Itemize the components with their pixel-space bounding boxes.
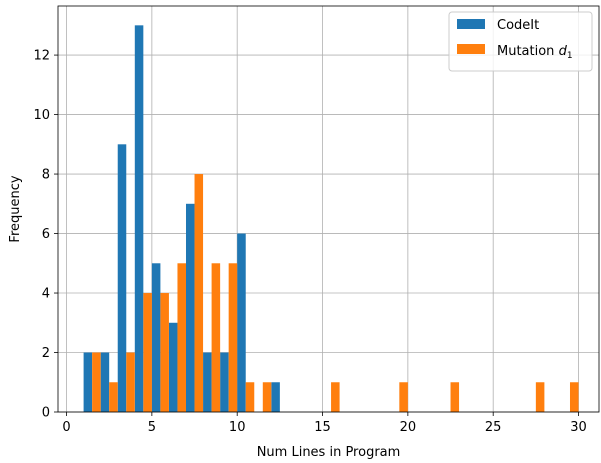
bar-codeit xyxy=(237,233,246,412)
bars xyxy=(83,25,579,413)
y-axis-label: Frequency xyxy=(8,175,23,242)
bar-mutation xyxy=(399,382,408,412)
x-tick-label: 20 xyxy=(400,420,417,435)
bar-mutation xyxy=(569,382,579,412)
bar-codeit xyxy=(117,144,127,413)
bar-mutation xyxy=(262,382,272,412)
bar-mutation xyxy=(126,352,135,412)
bar-mutation xyxy=(450,382,460,412)
bar-mutation xyxy=(160,293,169,412)
legend-label-codeit: CodeIt xyxy=(497,18,539,33)
y-tick-label: 2 xyxy=(42,346,50,361)
bar-codeit xyxy=(168,322,178,412)
y-tick-label: 4 xyxy=(42,287,50,302)
bar-codeit xyxy=(100,352,110,412)
bar-mutation xyxy=(143,293,152,412)
y-tick-label: 0 xyxy=(42,406,50,421)
axes xyxy=(57,5,600,413)
legend-swatch-codeit xyxy=(457,19,485,29)
legend: CodeIt Mutation d1 xyxy=(448,11,593,72)
bar-codeit xyxy=(271,382,280,412)
x-tick-label: 10 xyxy=(229,420,246,435)
y-tick-label: 10 xyxy=(33,108,50,123)
y-tick-label: 8 xyxy=(42,168,50,183)
bar-codeit xyxy=(220,352,229,412)
bar-codeit xyxy=(134,25,144,412)
x-tick-label: 30 xyxy=(570,420,587,435)
plot-frame xyxy=(57,5,600,413)
x-axis-label: Num Lines in Program xyxy=(257,445,401,460)
legend-swatch-mutation xyxy=(457,44,485,54)
bar-codeit xyxy=(185,203,195,412)
bar-mutation xyxy=(177,263,186,412)
bar-mutation xyxy=(535,382,545,412)
bar-codeit xyxy=(151,263,161,412)
bar-mutation xyxy=(211,263,221,412)
x-tick-label: 5 xyxy=(148,420,156,435)
bar-mutation xyxy=(92,352,101,412)
bar-mutation xyxy=(245,382,255,412)
y-tick-label: 6 xyxy=(42,227,50,242)
bar-codeit xyxy=(83,352,93,412)
bar-mutation xyxy=(194,174,204,412)
ticks: 0 5 10 15 20 25 30 0 2 4 6 8 10 12 xyxy=(33,49,586,435)
x-tick-label: 0 xyxy=(62,420,70,435)
x-tick-label: 15 xyxy=(314,420,331,435)
bar-mutation xyxy=(109,382,118,412)
bar-mutation xyxy=(228,263,238,412)
x-tick-label: 25 xyxy=(485,420,502,435)
y-tick-label: 12 xyxy=(33,49,50,64)
legend-label-mutation: Mutation d1 xyxy=(497,44,573,61)
bar-codeit xyxy=(203,352,212,412)
bar-mutation xyxy=(331,382,340,412)
